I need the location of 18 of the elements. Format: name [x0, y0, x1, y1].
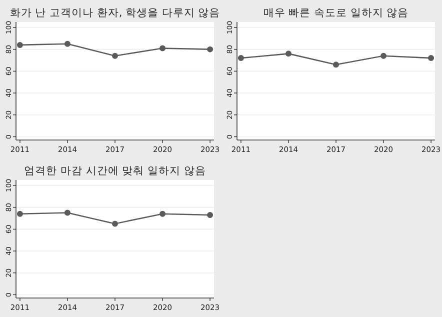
point — [207, 46, 214, 52]
point — [380, 52, 387, 59]
point — [207, 212, 214, 218]
chart-title: 화가 난 고객이나 환자, 학생을 다루지 않음 — [10, 7, 220, 19]
point — [238, 55, 244, 62]
point — [285, 50, 292, 57]
point — [160, 210, 166, 217]
point — [64, 40, 70, 47]
point — [428, 55, 434, 62]
point — [16, 210, 23, 217]
chart-title: 매우 빠른 속도로 일하지 않음 — [263, 7, 409, 19]
point — [64, 210, 70, 216]
chart-title: 엄격한 마감 시간에 맞춰 일하지 않음 — [24, 165, 206, 177]
point — [160, 45, 166, 52]
point — [333, 62, 339, 68]
point — [112, 220, 118, 227]
point — [16, 42, 23, 48]
point — [112, 52, 118, 59]
